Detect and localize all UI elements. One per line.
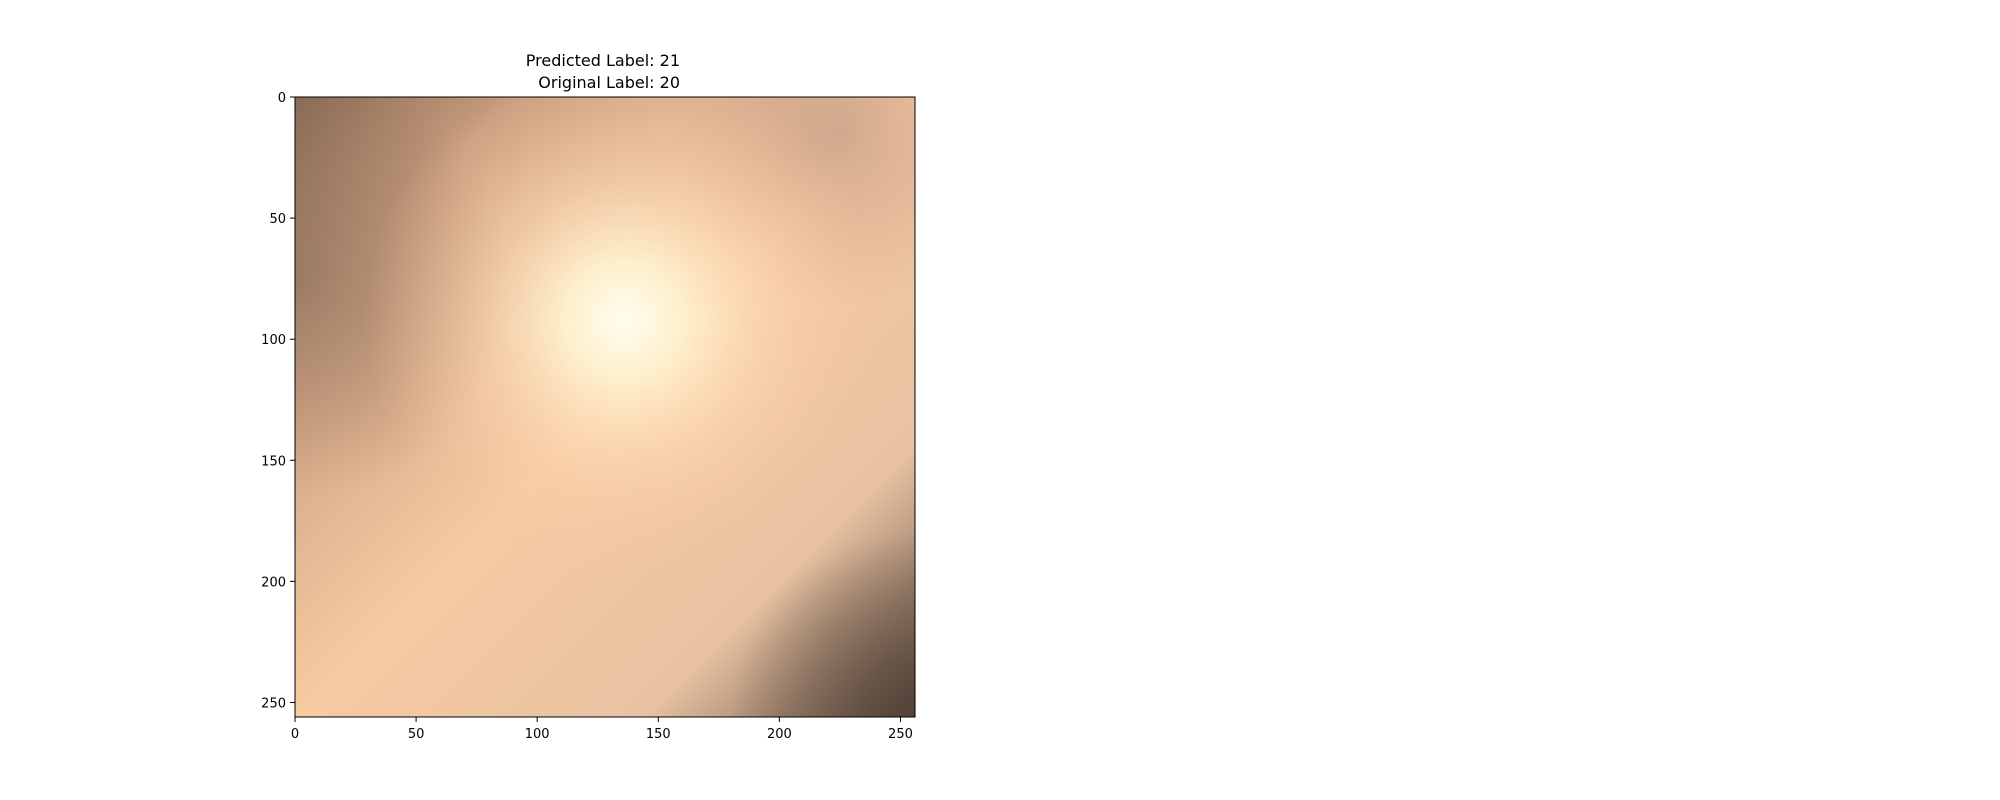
y-tick-label: 250 [261, 696, 286, 711]
axes: 0 50 100 150 200 250 0 50 100 150 200 250 [261, 91, 916, 742]
x-tick-label: 50 [408, 727, 425, 742]
x-tick-label: 100 [525, 727, 550, 742]
y-tick-label: 150 [261, 454, 286, 469]
chart-title-line-1: Predicted Label: 21 [526, 51, 680, 70]
axes-frame [294, 96, 916, 718]
chart-title-line-2: Original Label: 20 [538, 73, 680, 92]
y-axis: 0 50 100 150 200 250 [261, 91, 295, 711]
x-axis: 0 50 100 150 200 250 [291, 717, 913, 742]
x-tick-label: 250 [888, 727, 913, 742]
x-tick-label: 0 [291, 727, 299, 742]
x-tick-label: 200 [767, 727, 792, 742]
x-tick-label: 150 [646, 727, 671, 742]
image-light-glow [295, 97, 915, 717]
displayed-image [295, 97, 915, 717]
y-tick-label: 50 [269, 212, 286, 227]
y-tick-label: 200 [261, 575, 286, 590]
y-tick-label: 0 [278, 91, 286, 106]
y-tick-label: 100 [261, 333, 286, 348]
